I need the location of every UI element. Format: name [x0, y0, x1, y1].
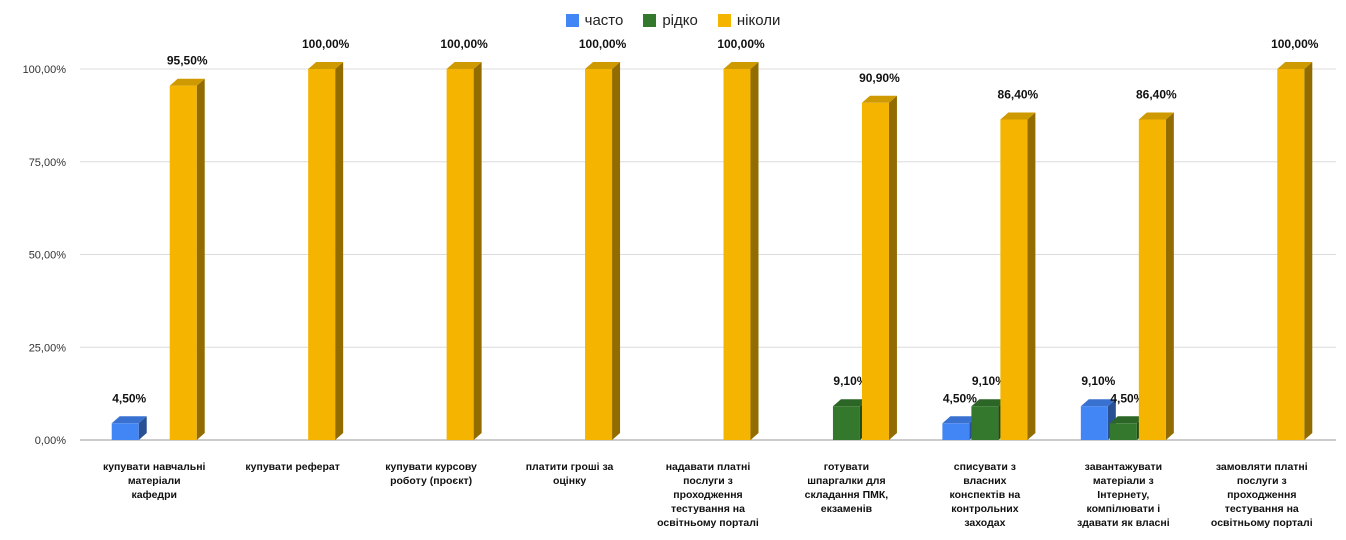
bar — [1138, 112, 1174, 441]
data-label: 100,00% — [440, 37, 488, 51]
legend-label: ніколи — [736, 11, 781, 29]
legend-swatch — [565, 13, 579, 27]
bar — [1277, 62, 1313, 440]
data-label: 86,40% — [1136, 87, 1177, 101]
category-label: купувати навчальні матеріали кафедри — [103, 461, 206, 501]
data-label: 100,00% — [1271, 37, 1319, 51]
bar — [111, 416, 147, 440]
data-label: 90,90% — [859, 71, 900, 85]
bar — [723, 62, 759, 440]
data-label: 100,00% — [579, 37, 627, 51]
data-label: 4,50% — [943, 391, 977, 405]
y-tick-label: 75,00% — [29, 157, 67, 169]
category-label: купувати реферат — [245, 461, 340, 473]
category-label: завантажувати матеріали з Інтернету, компіл… — [1077, 461, 1170, 529]
bar — [169, 78, 205, 440]
y-tick-label: 0,00% — [35, 435, 66, 447]
legend-label: рідко — [662, 11, 698, 29]
chart-legend: часто рідко ніколи — [0, 8, 1346, 32]
data-label: 9,10% — [833, 374, 867, 388]
category-label: платити гроші за оцінку — [526, 461, 614, 487]
data-label: 4,50% — [112, 391, 146, 405]
data-label: 9,10% — [972, 374, 1006, 388]
bar — [308, 62, 344, 440]
bar — [861, 95, 897, 441]
data-label: 100,00% — [302, 37, 350, 51]
legend-item: часто — [565, 11, 624, 29]
data-label: 86,40% — [998, 87, 1039, 101]
category-label: надавати платні послуги з проходження тесту… — [657, 461, 759, 529]
category-label: купувати курсову роботу (проєкт) — [385, 461, 477, 487]
y-tick-label: 25,00% — [29, 342, 67, 354]
data-label: 100,00% — [717, 37, 765, 51]
category-label: списувати з власних конспектів на контрольн… — [950, 461, 1021, 529]
legend-item: ніколи — [717, 11, 781, 29]
y-tick-label: 50,00% — [29, 250, 67, 262]
category-label: замовляти платні послуги з проходження тест… — [1211, 461, 1313, 529]
legend-item: рідко — [643, 12, 698, 29]
bar — [1000, 112, 1036, 441]
data-label: 4,50% — [1110, 391, 1144, 405]
legend-label: часто — [584, 11, 624, 29]
data-label: 95,50% — [167, 54, 208, 68]
bar — [446, 62, 482, 440]
bar — [585, 62, 621, 440]
legend-swatch — [643, 13, 657, 27]
category-label: готувати шпаргалки для складання ПМК, екзам… — [805, 461, 889, 515]
y-tick-label: 100,00% — [23, 64, 67, 76]
data-label: 9,10% — [1081, 374, 1115, 388]
legend-swatch — [717, 13, 731, 27]
